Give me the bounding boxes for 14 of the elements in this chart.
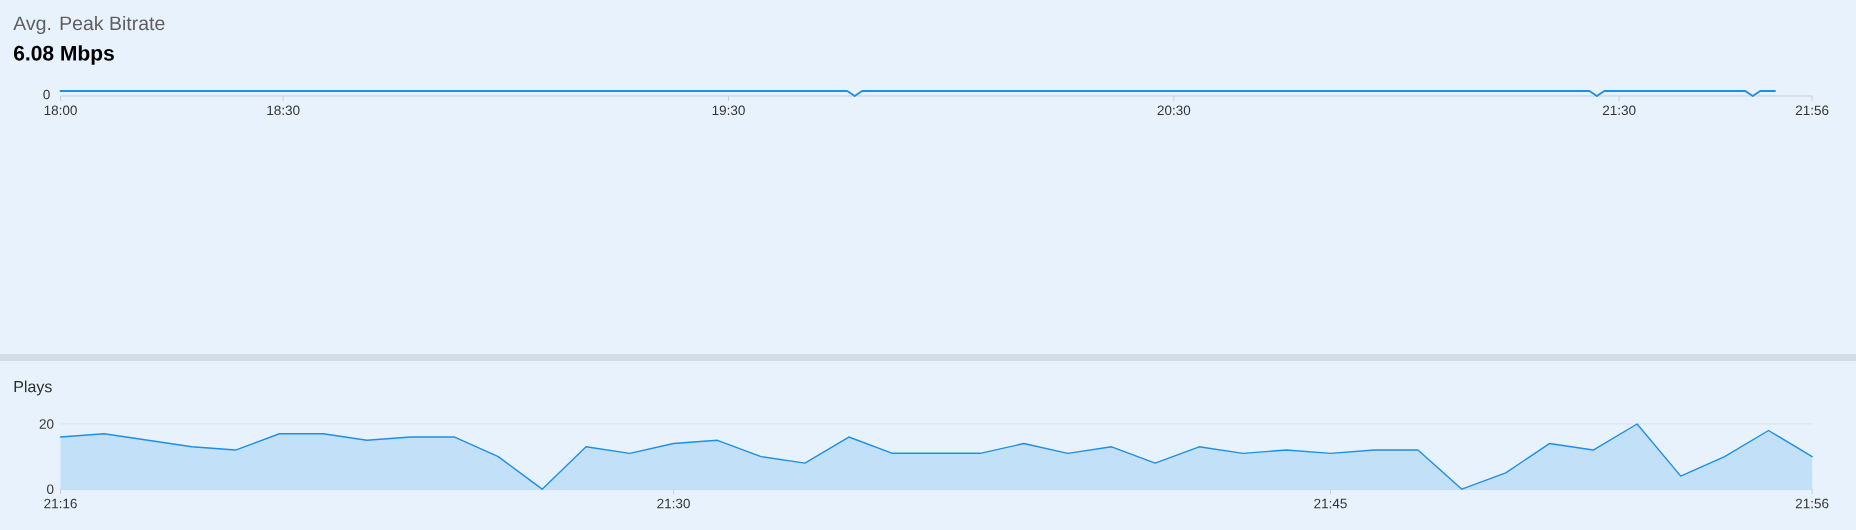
x-tick-label: 21:30: [1602, 105, 1636, 116]
x-tick-label: 21:16: [44, 498, 77, 509]
x-tick-label: 18:00: [44, 105, 77, 116]
x-tick-label: 19:30: [712, 105, 745, 116]
x-tick-label: 21:56: [1795, 105, 1829, 116]
x-tick-label: 21:30: [657, 498, 690, 509]
chart-title: Avg. Peak Bitrate: [13, 15, 165, 35]
chart-title: Plays: [14, 380, 52, 396]
x-tick-label: 21:45: [1314, 498, 1347, 509]
y-tick-label: 20: [39, 419, 54, 429]
x-tick-label: 20:30: [1157, 105, 1191, 116]
chart-subtitle: 6.08 Mbps: [13, 45, 114, 65]
x-tick-label: 18:30: [267, 105, 300, 116]
x-tick-label: 21:56: [1795, 498, 1829, 509]
